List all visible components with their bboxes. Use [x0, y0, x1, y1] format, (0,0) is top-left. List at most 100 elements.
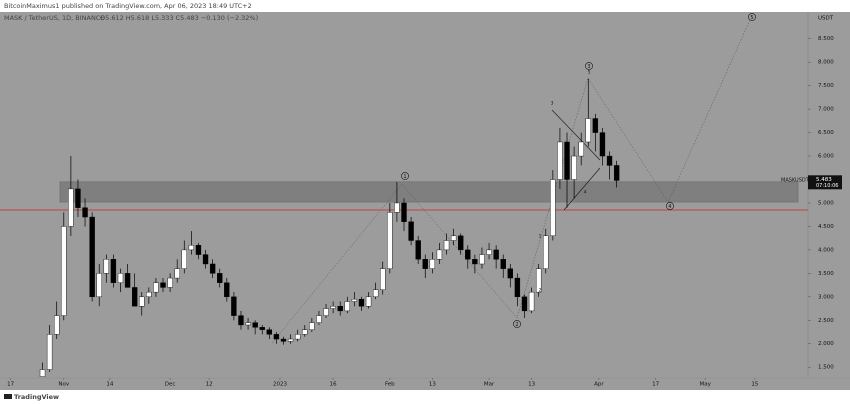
y-tick-label: 6.500	[818, 130, 834, 136]
y-tick-label: 1.500	[818, 365, 834, 371]
wave-label: 5	[750, 15, 753, 21]
candle-body	[351, 298, 358, 302]
candle-body	[550, 179, 556, 237]
candle-body	[564, 141, 570, 180]
x-tick-label: Mar	[484, 382, 495, 388]
candle-body	[146, 291, 152, 298]
candle-body	[209, 263, 216, 274]
footer-brand: TradingView	[14, 393, 59, 401]
wave-circle	[585, 62, 593, 70]
plot: 1.500 2.000 2.500 3.000 3.500 4.000 4.500 5.000…	[0, 13, 842, 388]
wave-circle	[401, 172, 409, 180]
candle-body	[139, 296, 145, 307]
candle-body	[124, 273, 131, 288]
candle-body	[585, 118, 591, 143]
x-tick-label: Dec	[165, 382, 176, 388]
candle-body	[195, 245, 202, 255]
wave-label: 3	[587, 64, 590, 70]
symbol-label: MASKUSDT	[781, 177, 810, 183]
candle-body	[500, 259, 506, 269]
candle-body	[372, 289, 379, 298]
candle-body	[337, 306, 343, 312]
y-tick-label: 2.000	[818, 341, 834, 347]
y-tick-label: 3.000	[818, 294, 834, 300]
candle-body	[415, 240, 421, 260]
candle-body	[103, 259, 109, 274]
candle-body	[599, 132, 606, 157]
candle-body	[543, 235, 549, 269]
candle-body	[380, 268, 386, 290]
y-tick-label: 7.500	[818, 83, 834, 89]
candle-body	[39, 369, 46, 377]
candle-body	[578, 141, 584, 157]
candle-body	[408, 221, 414, 241]
x-tick-label: 17	[652, 382, 659, 388]
x-tick-label: Nov	[58, 382, 69, 388]
candle-body	[202, 254, 209, 265]
candle-body	[89, 216, 95, 298]
candle-body	[273, 334, 280, 340]
candle-body	[287, 338, 294, 342]
candle-body	[365, 296, 372, 307]
candle-body	[252, 322, 258, 328]
logo-mark	[4, 394, 12, 399]
candle-body	[266, 329, 273, 335]
subwave-label: 3	[551, 101, 554, 107]
x-tick-label: May	[700, 382, 712, 388]
candle-body	[613, 165, 620, 181]
candle-body	[302, 329, 308, 335]
y-tick-label: 4.000	[818, 247, 834, 253]
candle-body	[458, 235, 464, 251]
symbol-line: MASK / TetherUS, 1D, BINANCE	[4, 14, 104, 22]
x-tick-label: 2023	[273, 382, 287, 388]
candle-body	[465, 249, 471, 260]
candle-body	[46, 334, 53, 370]
wave-circle	[513, 320, 521, 328]
subwave-label: 5	[588, 70, 591, 76]
triangle-lower	[563, 167, 601, 211]
candle-body	[571, 155, 577, 180]
x-tick-label: Apr	[594, 382, 604, 388]
candle-body	[153, 282, 159, 293]
candle-body	[514, 277, 521, 298]
subwave-label: 4	[584, 190, 587, 196]
wave-label: 4	[668, 204, 671, 210]
subwave-label: 1	[539, 234, 542, 240]
x-tick-label: 14	[106, 382, 113, 388]
candle-body	[167, 277, 173, 288]
y-tick-label: 6.000	[818, 154, 834, 160]
candle-body	[394, 202, 400, 213]
candle-body	[330, 306, 336, 309]
candle-body	[75, 188, 81, 208]
x-tick-label: 13	[429, 382, 436, 388]
candle-body	[422, 259, 428, 269]
y-tick-label: 3.500	[818, 271, 834, 277]
y-tick-label: 4.500	[818, 224, 834, 230]
candle-body	[54, 315, 60, 335]
candle-body	[323, 308, 329, 316]
candle-body	[387, 212, 393, 269]
y-tick-label: 5.000	[818, 200, 834, 206]
last-price: 5.483	[816, 177, 832, 183]
price-badge	[808, 175, 842, 190]
candle-body	[160, 282, 166, 288]
candle-body	[344, 301, 350, 312]
candle-body	[358, 298, 365, 307]
candle-body	[68, 188, 74, 227]
candle-body	[238, 315, 244, 326]
candle-body	[82, 207, 88, 218]
candle-body	[217, 273, 223, 283]
candle-body	[245, 322, 251, 326]
candle-body	[309, 322, 315, 330]
candle-body	[429, 259, 436, 269]
candle-body	[231, 296, 237, 316]
countdown: 07:10:06	[816, 183, 838, 189]
y-tick-label: 7.000	[818, 107, 834, 113]
x-tick-label: 17	[7, 382, 14, 388]
x-tick-label: 12	[206, 382, 213, 388]
candle-body	[131, 287, 138, 307]
candle-body	[493, 249, 499, 260]
candle-body	[557, 141, 563, 180]
candle-body	[450, 235, 457, 241]
